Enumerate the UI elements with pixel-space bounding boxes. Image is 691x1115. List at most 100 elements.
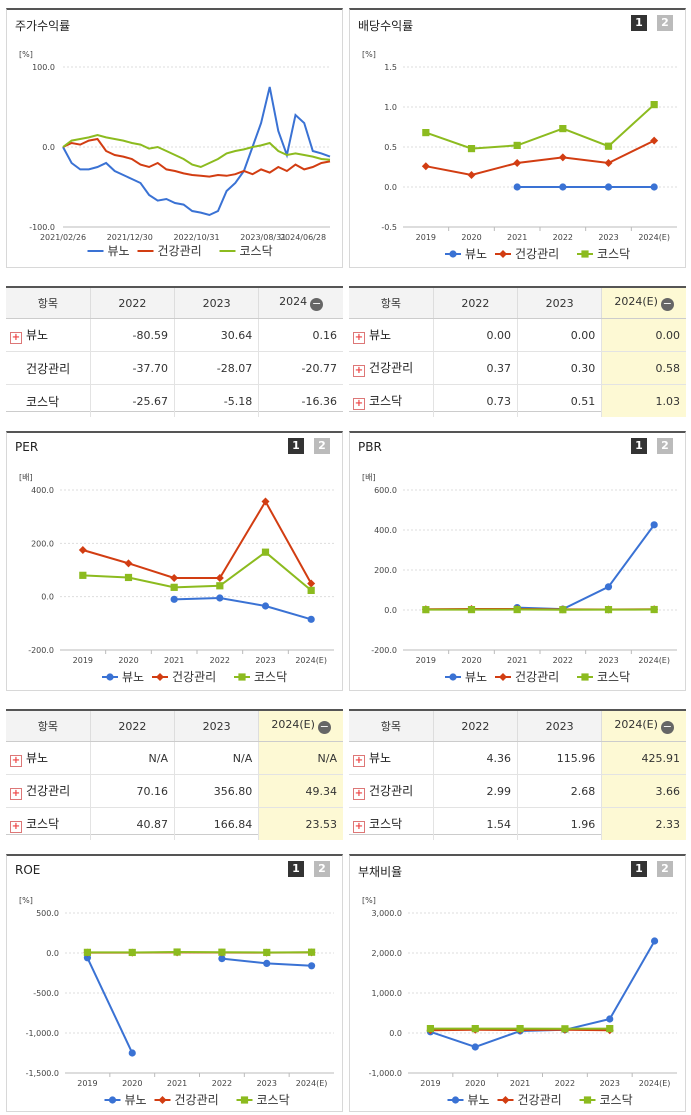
data-point — [170, 574, 179, 582]
y-tick-label: -0.5 — [381, 223, 397, 232]
legend-marker — [449, 673, 457, 681]
data-point — [422, 606, 430, 614]
legend-label: 건강관리 — [175, 1093, 219, 1107]
expand-icon[interactable]: + — [353, 755, 365, 767]
legend-marker — [108, 1096, 117, 1104]
data-point — [307, 579, 316, 588]
x-tick-label: 2024(E) — [639, 1079, 671, 1088]
series-line — [62, 86, 331, 217]
table-header-cell: 2024(E) − — [601, 711, 686, 742]
page-1-button[interactable]: 1 — [631, 438, 647, 454]
y-tick-label: 200.0 — [374, 566, 397, 575]
legend-marker — [106, 673, 114, 681]
value-cell: N/A — [258, 741, 343, 775]
value-cell: -25.67 — [89, 384, 175, 417]
table-row: + 건강관리 70.16 356.80 49.34 — [6, 774, 343, 808]
collapse-icon[interactable]: − — [660, 720, 674, 734]
page-2-button[interactable]: 2 — [657, 861, 673, 877]
column-header: 2024 — [279, 295, 308, 308]
legend-label: 뷰노 — [125, 1093, 147, 1107]
table-row: + 코스닥 1.54 1.96 2.33 — [349, 807, 686, 840]
expand-icon[interactable]: + — [10, 821, 22, 833]
data-point — [559, 183, 567, 191]
value-cell: 0.00 — [432, 318, 518, 352]
page-2-button[interactable]: 2 — [314, 438, 330, 454]
legend-marker — [451, 1096, 460, 1104]
page-2-button[interactable]: 2 — [657, 438, 673, 454]
data-point — [604, 606, 613, 614]
legend-label: 코스닥 — [254, 670, 287, 684]
expand-icon[interactable]: + — [353, 332, 365, 344]
value-cell: N/A — [89, 741, 175, 775]
page-2-button[interactable]: 2 — [657, 15, 673, 31]
expand-icon[interactable]: + — [353, 398, 365, 410]
collapse-icon[interactable]: − — [660, 297, 674, 311]
y-tick-label: -500.0 — [33, 989, 59, 998]
x-tick-label: 2024(E) — [295, 656, 327, 665]
page-1-button[interactable]: 1 — [631, 15, 647, 31]
table-header-cell: 2023 — [173, 288, 259, 319]
data-point — [307, 586, 315, 594]
y-tick-label: 1.5 — [384, 63, 397, 72]
data-point — [307, 615, 315, 623]
data-point — [173, 948, 181, 956]
collapse-icon[interactable]: − — [317, 720, 331, 734]
legend-label: 뷰노 — [465, 247, 487, 261]
x-tick-label: 2019 — [416, 233, 436, 242]
data-point — [422, 129, 430, 137]
data-point — [170, 595, 178, 603]
column-header: 2023 — [202, 296, 231, 310]
data-point — [604, 142, 613, 150]
data-point — [78, 546, 87, 554]
table-header-cell: 2022 — [89, 288, 175, 319]
value-cell: 115.96 — [516, 741, 602, 775]
chart-title: PER — [15, 440, 39, 454]
page-2-button[interactable]: 2 — [314, 861, 330, 877]
table-header-cell: 2024− — [258, 288, 343, 319]
column-header: 2023 — [202, 719, 231, 733]
row-label-cell: + 건강관리 — [349, 774, 434, 808]
value-cell: 0.37 — [432, 351, 518, 385]
x-tick-label: 2024(E) — [638, 233, 670, 242]
x-tick-label: 2024(E) — [638, 656, 670, 665]
chart-title: 주가수익률 — [15, 19, 71, 33]
y-tick-label: -200.0 — [28, 646, 54, 655]
expand-icon[interactable]: + — [10, 755, 22, 767]
expand-icon[interactable]: + — [353, 821, 365, 833]
x-tick-label: 2020 — [461, 656, 481, 665]
data-point — [558, 153, 567, 162]
expand-icon[interactable]: + — [10, 332, 22, 344]
value-cell: 0.16 — [258, 318, 343, 352]
row-label: 건강관리 — [369, 784, 414, 798]
table-header-cell: 2023 — [516, 288, 602, 319]
page-1-button[interactable]: 1 — [288, 861, 304, 877]
expand-icon[interactable]: + — [353, 788, 365, 800]
column-header: 2024(E) — [614, 718, 658, 731]
expand-icon[interactable]: + — [10, 788, 22, 800]
row-label: 코스닥 — [369, 394, 403, 408]
page-1-button[interactable]: 1 — [288, 438, 304, 454]
page-1-button[interactable]: 1 — [631, 861, 647, 877]
data-point — [216, 582, 224, 590]
table-header-cell: 2022 — [432, 288, 518, 319]
x-tick-label: 2022 — [555, 1079, 575, 1088]
legend-label: 뷰노 — [108, 244, 130, 258]
pbr-table: 항목 2022 2023 2024(E) − + 뷰노 4.36 115.96 425.91 + 건강… — [349, 709, 686, 840]
value-cell: 0.73 — [432, 384, 518, 417]
expand-icon[interactable]: + — [353, 365, 365, 377]
value-cell: -37.70 — [89, 351, 175, 385]
y-tick-label: 0.0 — [41, 593, 54, 602]
series-line — [82, 499, 313, 584]
row-label: 뷰노 — [26, 328, 49, 342]
row-label-cell: + 건강관리 — [349, 351, 434, 385]
roe-chart: ROE 1 2 [%] 500.0 0.0 -500.0 -1,000.0 -1,500.… — [6, 854, 343, 1112]
legend-marker — [238, 673, 246, 681]
data-point — [124, 559, 133, 568]
collapse-icon[interactable]: − — [310, 297, 324, 311]
value-cell: 0.58 — [601, 351, 686, 385]
data-point — [604, 583, 613, 591]
x-tick-label: 2022 — [553, 233, 573, 242]
x-tick-label: 2021 — [507, 656, 527, 665]
table-row: + 건강관리 0.37 0.30 0.58 — [349, 351, 686, 385]
x-tick-label: 2019 — [77, 1079, 97, 1088]
